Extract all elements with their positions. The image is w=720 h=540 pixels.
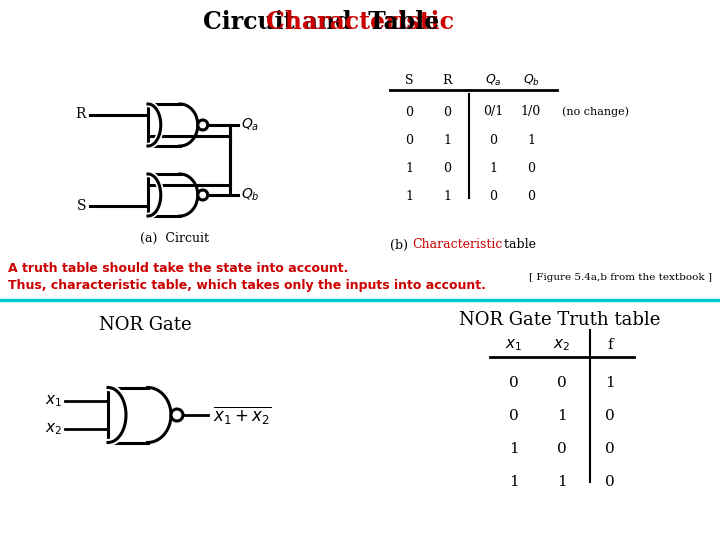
Text: $Q_a$: $Q_a$ bbox=[240, 117, 259, 133]
Text: 1: 1 bbox=[557, 409, 567, 423]
Text: $Q_a$: $Q_a$ bbox=[485, 72, 501, 87]
Text: $\overline{x_1 + x_2}$: $\overline{x_1 + x_2}$ bbox=[213, 404, 271, 426]
Text: 1: 1 bbox=[443, 190, 451, 202]
Text: NOR Gate: NOR Gate bbox=[99, 316, 192, 334]
Text: 0: 0 bbox=[489, 190, 497, 202]
Text: 0: 0 bbox=[605, 475, 615, 489]
Text: 1: 1 bbox=[527, 133, 535, 146]
Text: 1: 1 bbox=[605, 376, 615, 390]
Text: 1: 1 bbox=[405, 190, 413, 202]
Text: 1: 1 bbox=[489, 161, 497, 174]
Text: [ Figure 5.4a,b from the textbook ]: [ Figure 5.4a,b from the textbook ] bbox=[529, 273, 712, 282]
Text: table: table bbox=[500, 239, 536, 252]
Circle shape bbox=[171, 409, 183, 421]
Text: A truth table should take the state into account.: A truth table should take the state into… bbox=[8, 261, 348, 274]
Text: NOR Gate Truth table: NOR Gate Truth table bbox=[459, 311, 661, 329]
Text: S: S bbox=[405, 73, 413, 86]
Text: 0: 0 bbox=[405, 105, 413, 118]
Text: $x_2$: $x_2$ bbox=[45, 421, 62, 437]
Text: 1/0: 1/0 bbox=[521, 105, 541, 118]
Circle shape bbox=[198, 120, 208, 130]
Text: 1: 1 bbox=[509, 442, 519, 456]
Text: Circuit and: Circuit and bbox=[203, 10, 360, 34]
Text: 0: 0 bbox=[509, 376, 519, 390]
Text: $Q_b$: $Q_b$ bbox=[523, 72, 539, 87]
Text: 0: 0 bbox=[489, 133, 497, 146]
Circle shape bbox=[198, 190, 208, 200]
Text: 0: 0 bbox=[509, 409, 519, 423]
Text: 0: 0 bbox=[605, 409, 615, 423]
Text: 1: 1 bbox=[405, 161, 413, 174]
Text: $x_1$: $x_1$ bbox=[505, 337, 523, 353]
Text: S: S bbox=[76, 199, 86, 213]
Text: $x_1$: $x_1$ bbox=[45, 394, 62, 409]
Text: R: R bbox=[442, 73, 451, 86]
Text: 0: 0 bbox=[557, 376, 567, 390]
Text: Characteristic: Characteristic bbox=[412, 239, 503, 252]
Text: 1: 1 bbox=[509, 475, 519, 489]
Text: (no change): (no change) bbox=[562, 107, 629, 117]
Text: 0: 0 bbox=[405, 133, 413, 146]
Text: (a)  Circuit: (a) Circuit bbox=[140, 232, 210, 245]
Text: f: f bbox=[607, 338, 613, 352]
Text: 0/1: 0/1 bbox=[483, 105, 503, 118]
Text: Thus, characteristic table, which takes only the inputs into account.: Thus, characteristic table, which takes … bbox=[8, 280, 486, 293]
Text: 1: 1 bbox=[557, 475, 567, 489]
Text: $x_2$: $x_2$ bbox=[554, 337, 570, 353]
Text: R: R bbox=[76, 107, 86, 122]
Text: $Q_b$: $Q_b$ bbox=[240, 187, 259, 203]
Text: 0: 0 bbox=[527, 190, 535, 202]
Text: 0: 0 bbox=[443, 161, 451, 174]
Text: (b): (b) bbox=[390, 239, 412, 252]
Text: Characteristic: Characteristic bbox=[266, 10, 454, 34]
Text: Table: Table bbox=[360, 10, 439, 34]
Text: 0: 0 bbox=[605, 442, 615, 456]
Text: 0: 0 bbox=[557, 442, 567, 456]
Text: 1: 1 bbox=[443, 133, 451, 146]
Text: 0: 0 bbox=[527, 161, 535, 174]
Text: 0: 0 bbox=[443, 105, 451, 118]
